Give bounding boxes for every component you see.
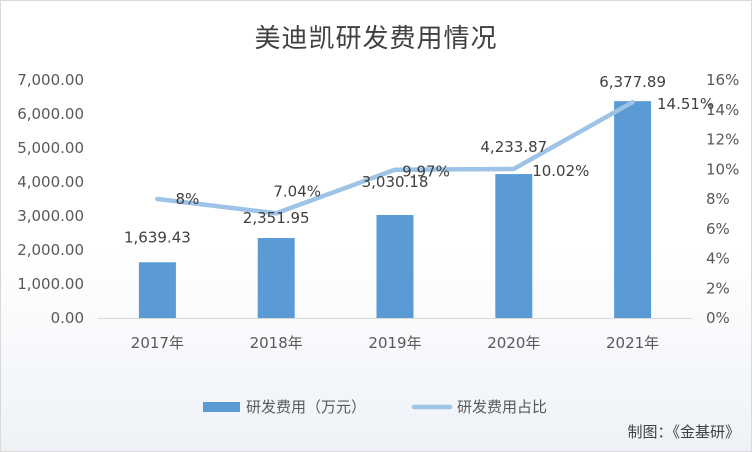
y-left-tick-label: 4,000.00 (17, 173, 84, 191)
y-right-tick-label: 16% (706, 71, 739, 89)
chart-title: 美迪凯研发费用情况 (254, 24, 498, 54)
bar (614, 101, 652, 319)
bar (495, 174, 533, 318)
line-data-label: 14.51% (657, 95, 714, 113)
y-left-tick-label: 7,000.00 (17, 71, 84, 89)
y-right-tick-label: 4% (706, 250, 730, 268)
y-right-tick-label: 8% (706, 190, 730, 208)
y-left-tick-label: 6,000.00 (17, 105, 84, 123)
bar-data-label: 1,639.43 (124, 228, 191, 246)
y-right-tick-label: 10% (706, 160, 739, 178)
y-left-tick-label: 1,000.00 (17, 275, 84, 293)
y-left-tick-label: 2,000.00 (17, 241, 84, 259)
bar-data-label: 6,377.89 (599, 73, 666, 91)
bar (138, 262, 176, 318)
y-right-tick-label: 14% (706, 101, 739, 119)
y-right-tick-label: 0% (706, 309, 730, 327)
bar-data-label: 2,351.95 (243, 209, 310, 227)
y-right-tick-label: 6% (706, 220, 730, 238)
line-data-label: 8% (176, 190, 200, 208)
chart-credit: 制图：《金基研》 (627, 423, 740, 441)
line-data-label: 9.97% (402, 163, 450, 181)
bar-data-label: 3,030.18 (362, 173, 429, 191)
line-data-label: 10.02% (532, 162, 589, 180)
y-left-tick-label: 3,000.00 (17, 207, 84, 225)
bar (257, 238, 295, 318)
x-tick-label: 2020年 (487, 334, 540, 352)
y-right-tick-label: 2% (706, 279, 730, 297)
legend-label-line: 研发费用占比 (457, 398, 547, 416)
y-left-tick-label: 5,000.00 (17, 139, 84, 157)
legend-label-bar: 研发费用（万元） (246, 398, 366, 416)
line-series (155, 99, 635, 216)
x-tick-label: 2019年 (368, 334, 421, 352)
legend-swatch-bar (203, 402, 240, 412)
y-right-tick-label: 12% (706, 131, 739, 149)
y-left-tick-label: 0.00 (51, 309, 84, 327)
x-tick-label: 2018年 (250, 334, 303, 352)
x-tick-label: 2017年 (131, 334, 184, 352)
line-data-label: 7.04% (273, 182, 321, 200)
bar (376, 214, 414, 318)
x-tick-label: 2021年 (606, 334, 659, 352)
bar-data-label: 4,233.87 (480, 138, 547, 156)
